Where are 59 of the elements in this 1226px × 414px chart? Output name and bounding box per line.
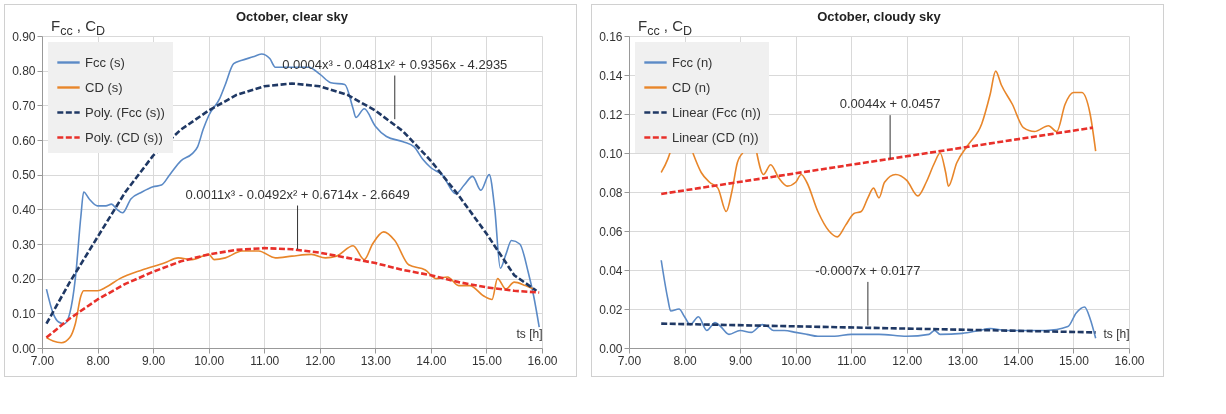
x-tick-label: 14.00: [416, 353, 447, 368]
y-tick-label: 0.00: [12, 341, 36, 356]
y-tick-label: 0.14: [599, 68, 623, 83]
x-tick-label: 11.00: [837, 353, 867, 368]
y-tick-label: 0.60: [12, 133, 36, 148]
x-tick-label: 16.00: [527, 353, 558, 368]
x-tick-label: 13.00: [360, 353, 392, 368]
y-tick-label: 0.16: [599, 29, 623, 44]
y-tick-label: 0.90: [12, 29, 36, 44]
legend-label: Poly. (CD (s)): [85, 129, 163, 145]
x-axis-title: ts [h]: [1103, 326, 1130, 341]
x-tick-label: 13.00: [947, 353, 979, 368]
x-tick-label: 7.00: [30, 353, 55, 368]
y-tick-label: 0.30: [12, 237, 36, 252]
x-tick-label: 14.00: [1003, 353, 1034, 368]
y-tick-label: 0.04: [599, 263, 623, 278]
chart-title: October, clear sky: [235, 9, 349, 24]
annotation: 0.0011x³ - 0.0492x² + 0.6714x - 2.6649: [185, 186, 410, 202]
chart-title: October, cloudy sky: [817, 9, 942, 24]
line-series: [660, 259, 1097, 340]
x-axis-title: ts [h]: [516, 326, 543, 341]
y-tick-label: 0.06: [599, 224, 623, 239]
line-series: [45, 246, 541, 339]
x-tick-label: 8.00: [86, 353, 111, 368]
x-tick-label: 8.00: [673, 353, 698, 368]
x-tick-label: 11.00: [250, 353, 280, 368]
y-tick-label: 0.20: [12, 272, 36, 287]
x-tick-label: 9.00: [728, 353, 753, 368]
legend-label: Linear (CD (n)): [672, 129, 759, 145]
x-tick-label: 10.00: [194, 353, 225, 368]
y-axis-title: F$_{cc}$ , C$_{D}$: [638, 17, 693, 38]
x-tick-label: 16.00: [1114, 353, 1145, 368]
x-tick-label: 15.00: [471, 353, 503, 368]
x-tick-label: 12.00: [305, 353, 336, 368]
y-tick-label: 0.12: [599, 107, 623, 122]
x-tick-label: 12.00: [892, 353, 923, 368]
legend-label: Poly. (Fcc (s)): [85, 104, 165, 120]
y-tick-label: 0.02: [599, 302, 623, 317]
y-tick-label: 0.10: [599, 146, 623, 161]
y-tick-label: 0.70: [12, 98, 36, 113]
y-tick-label: 0.50: [12, 168, 36, 183]
legend-label: CD (s): [85, 79, 123, 95]
annotation: -0.0007x + 0.0177: [815, 262, 921, 278]
x-tick-label: 9.00: [141, 353, 166, 368]
x-tick-label: 10.00: [781, 353, 812, 368]
y-tick-label: 0.08: [599, 185, 623, 200]
annotation: 0.0044x + 0.0457: [839, 96, 941, 112]
x-tick-label: 7.00: [617, 353, 642, 368]
legend-label: CD (n): [672, 79, 711, 95]
legend-label: Fcc (n): [672, 54, 713, 70]
legend-label: Fcc (s): [85, 54, 125, 70]
y-tick-label: 0.10: [12, 306, 36, 321]
y-tick-label: 0.80: [12, 64, 36, 79]
y-tick-label: 0.40: [12, 202, 36, 217]
annotation: 0.0004x³ - 0.0481x² + 0.9356x - 4.2935: [282, 56, 508, 72]
y-axis-title: F$_{cc}$ , C$_{D}$: [51, 17, 106, 38]
x-tick-label: 15.00: [1058, 353, 1090, 368]
y-tick-label: 0.00: [599, 341, 623, 356]
legend-label: Linear (Fcc (n)): [672, 104, 761, 120]
